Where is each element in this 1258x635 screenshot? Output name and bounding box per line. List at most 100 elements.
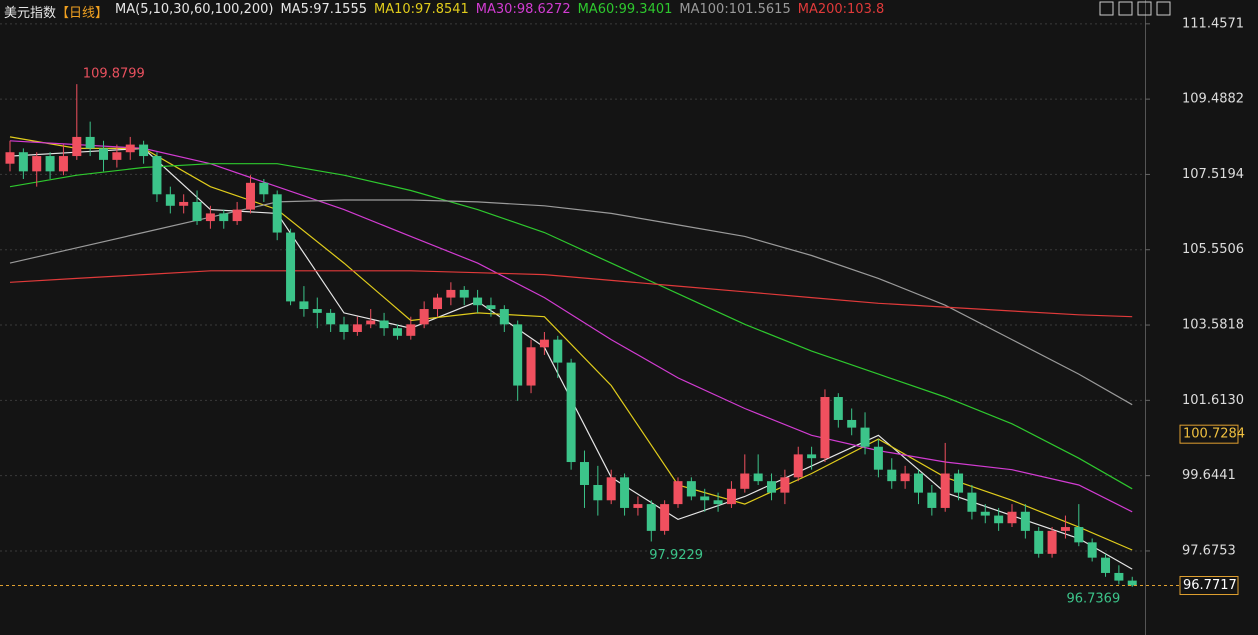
candle-body bbox=[486, 305, 496, 310]
candle-body bbox=[740, 473, 750, 489]
last-price-box bbox=[1179, 576, 1239, 596]
legend-entry[interactable]: MA100:101.5615 bbox=[679, 2, 791, 17]
reference-price-box bbox=[1179, 424, 1239, 444]
candle-body bbox=[272, 194, 282, 233]
candle-body bbox=[1007, 511, 1017, 524]
candle-body bbox=[1127, 580, 1137, 586]
candle-body bbox=[1074, 527, 1084, 543]
candle-body bbox=[1101, 557, 1111, 573]
candle-body bbox=[900, 473, 910, 482]
candle-body bbox=[686, 481, 696, 497]
candle-body bbox=[553, 339, 563, 363]
candle-body bbox=[286, 232, 296, 302]
candle-body bbox=[927, 492, 937, 508]
candle-body bbox=[339, 324, 349, 332]
candle-body bbox=[1047, 530, 1057, 554]
candle-body bbox=[526, 347, 536, 386]
candle-body bbox=[165, 194, 175, 206]
candle-body bbox=[459, 289, 469, 298]
toolbar[interactable] bbox=[1099, 1, 1171, 16]
candle-body bbox=[633, 504, 643, 508]
candle-body bbox=[18, 152, 28, 172]
y-tick-label: 99.6441 bbox=[1182, 468, 1236, 483]
candle-body bbox=[232, 209, 242, 222]
candle-body bbox=[1020, 511, 1030, 531]
candle-body bbox=[726, 488, 736, 505]
ma-line bbox=[9, 270, 1133, 318]
candle-body bbox=[45, 156, 55, 172]
candle-body bbox=[499, 309, 509, 325]
candle-body bbox=[566, 362, 576, 463]
candle-body bbox=[673, 481, 683, 505]
candle-body bbox=[139, 144, 149, 157]
candle-body bbox=[980, 511, 990, 516]
candle-body bbox=[299, 301, 309, 310]
legend-entry[interactable]: MA30:98.6272 bbox=[475, 2, 571, 17]
candle-body bbox=[366, 320, 376, 325]
ma-line bbox=[9, 140, 1133, 513]
low-label: 97.9229 bbox=[649, 548, 703, 563]
candle-body bbox=[606, 477, 616, 501]
candle-body bbox=[620, 477, 630, 508]
reference-price-label: 100.7284 bbox=[1183, 427, 1245, 442]
period[interactable]: 【日线】 bbox=[56, 6, 109, 21]
candle-body bbox=[940, 473, 950, 508]
candle-body bbox=[1114, 572, 1124, 581]
tool-icon[interactable] bbox=[1118, 1, 1133, 16]
last-price-label: 96.7717 bbox=[1183, 578, 1237, 593]
candle-body bbox=[72, 136, 82, 157]
candle-body bbox=[807, 454, 817, 459]
candle-body bbox=[753, 473, 763, 482]
candle-body bbox=[5, 152, 15, 164]
candle-body bbox=[326, 312, 336, 325]
candle-body bbox=[994, 515, 1004, 524]
y-tick-label: 105.5506 bbox=[1182, 242, 1244, 257]
candle-body bbox=[513, 324, 523, 386]
candle-body bbox=[433, 297, 443, 310]
high-label: 109.8799 bbox=[83, 67, 145, 82]
candle-body bbox=[1087, 542, 1097, 558]
candle-body bbox=[219, 213, 229, 222]
candle-body bbox=[192, 201, 202, 222]
candle-body bbox=[112, 152, 122, 160]
candle-body bbox=[99, 148, 109, 160]
candle-body bbox=[954, 473, 964, 493]
y-tick-label: 107.5194 bbox=[1182, 167, 1244, 182]
ma-line bbox=[9, 163, 1133, 490]
candle-body bbox=[820, 397, 830, 459]
candle-body bbox=[713, 500, 723, 505]
candle-body bbox=[887, 469, 897, 482]
candle-body bbox=[205, 213, 215, 222]
candle-body bbox=[1034, 530, 1044, 554]
low-label: 96.7369 bbox=[1066, 591, 1120, 606]
candle-body bbox=[579, 462, 589, 485]
candle-body bbox=[593, 484, 603, 501]
tool-icon[interactable] bbox=[1156, 1, 1171, 16]
candle-body bbox=[125, 144, 135, 153]
candle-body bbox=[85, 136, 95, 149]
tool-icon[interactable] bbox=[1137, 1, 1152, 16]
legend-entry[interactable]: MA60:99.3401 bbox=[577, 2, 673, 17]
candle-body bbox=[873, 446, 883, 470]
candle-body bbox=[913, 473, 923, 493]
candle-body bbox=[446, 289, 456, 298]
candle-body bbox=[473, 297, 483, 306]
candle-body bbox=[1060, 527, 1070, 531]
legend-entry[interactable]: MA5:97.1555 bbox=[280, 2, 367, 17]
tool-icon[interactable] bbox=[1099, 1, 1114, 16]
legend-entry[interactable]: MA200:103.8 bbox=[797, 2, 885, 17]
ma-line bbox=[9, 147, 1133, 570]
y-tick-label: 103.5818 bbox=[1182, 318, 1244, 333]
candle-body bbox=[419, 309, 429, 325]
candle-body bbox=[860, 427, 870, 447]
candle-body bbox=[179, 201, 189, 206]
candle-body bbox=[392, 328, 402, 336]
candle-body bbox=[700, 496, 710, 501]
candle-body bbox=[967, 492, 977, 512]
candle-body bbox=[646, 504, 656, 531]
indicator[interactable]: MA(5,10,30,60,100,200) bbox=[115, 2, 274, 17]
legend-entry[interactable]: MA10:97.8541 bbox=[374, 2, 469, 17]
candle-body bbox=[312, 309, 322, 313]
